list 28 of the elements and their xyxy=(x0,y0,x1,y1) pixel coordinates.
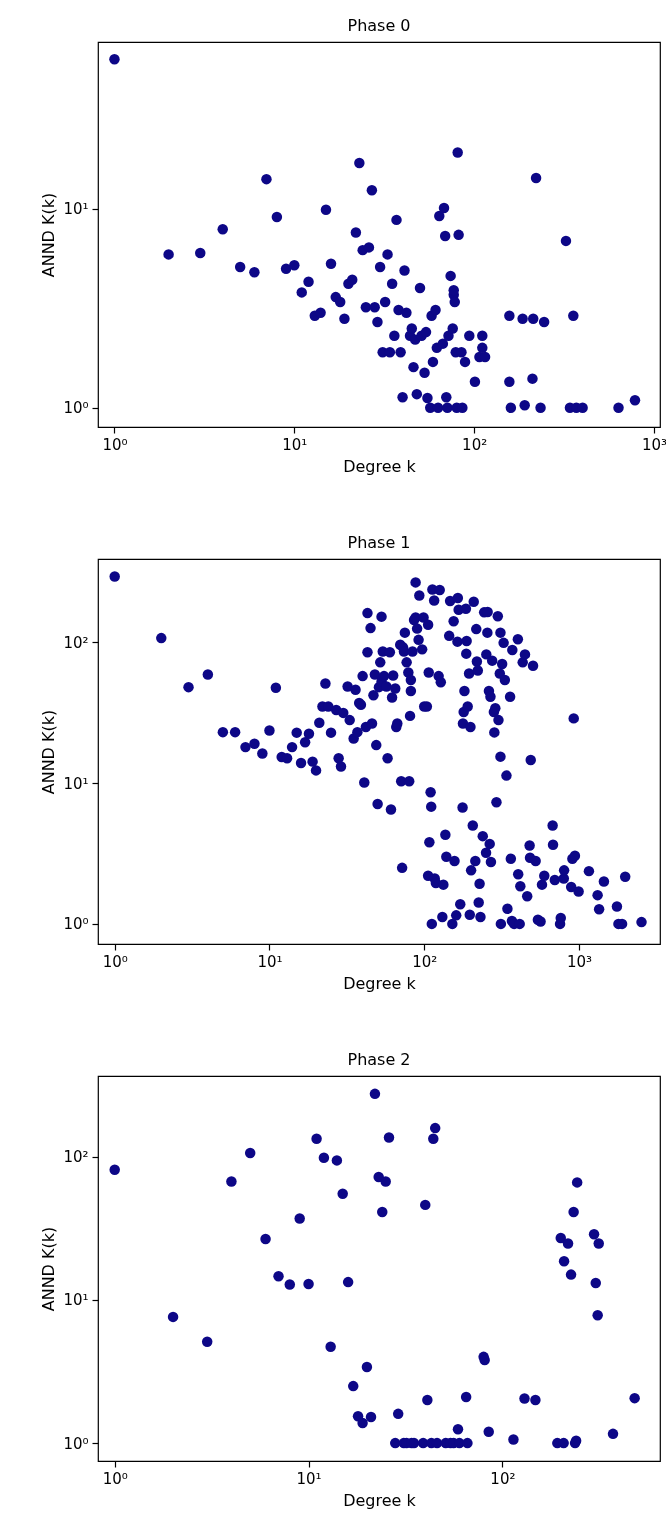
x-tick-label: 10³ xyxy=(641,435,666,454)
x-axis-title: Degree k xyxy=(343,1490,417,1510)
x-tick-label: 10⁰ xyxy=(102,435,128,454)
y-axis-title: ANND K(k) xyxy=(39,192,59,278)
x-axis-title: Degree k xyxy=(343,973,417,993)
y-axis-title: ANND K(k) xyxy=(39,1226,59,1312)
y-axis-title: ANND K(k) xyxy=(39,709,59,795)
y-tick-label: 10¹ xyxy=(63,1291,89,1310)
y-tick-label: 10⁰ xyxy=(63,399,89,418)
y-tick-label: 10⁰ xyxy=(63,1434,89,1453)
chart-title: Phase 2 xyxy=(347,1050,411,1069)
y-tick-label: 10¹ xyxy=(63,200,89,219)
x-tick-label: 10² xyxy=(462,435,488,454)
y-tick-label: 10² xyxy=(63,633,89,652)
x-tick-label: 10¹ xyxy=(296,1469,322,1488)
x-tick-label: 10³ xyxy=(566,952,592,971)
y-tick-label: 10² xyxy=(63,1148,89,1167)
x-tick-label: 10² xyxy=(412,952,438,971)
x-tick-label: 10¹ xyxy=(282,435,308,454)
x-tick-label: 10⁰ xyxy=(102,1469,128,1488)
x-tick-label: 10¹ xyxy=(257,952,283,971)
x-axis-title: Degree k xyxy=(343,456,417,476)
y-tick-label: 10⁰ xyxy=(63,915,89,934)
chart-title: Phase 1 xyxy=(347,533,411,552)
chart-title: Phase 0 xyxy=(347,16,411,35)
x-tick-label: 10² xyxy=(490,1469,516,1488)
x-tick-label: 10⁰ xyxy=(102,952,128,971)
y-tick-label: 10¹ xyxy=(63,774,89,793)
